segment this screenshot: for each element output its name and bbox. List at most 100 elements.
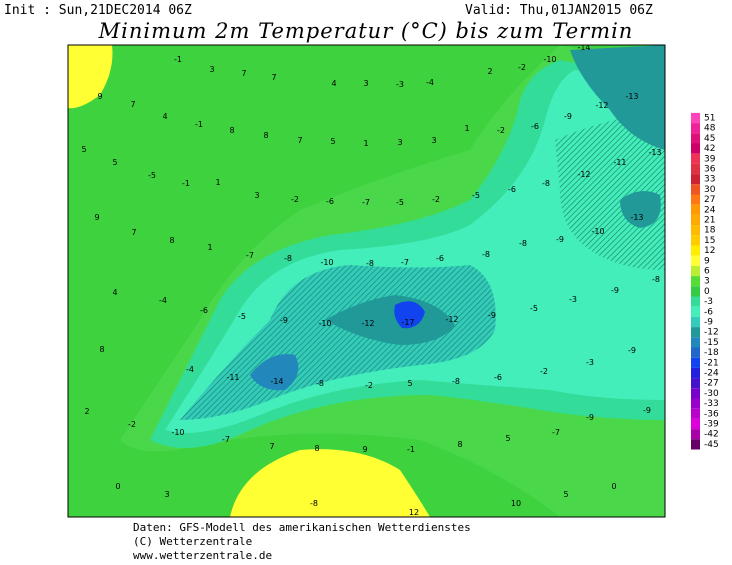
legend-swatch bbox=[691, 337, 700, 348]
legend-label: 18 bbox=[704, 226, 716, 236]
station-value: -9 bbox=[643, 406, 651, 415]
station-value: -5 bbox=[472, 191, 480, 200]
station-value: -1 bbox=[174, 55, 182, 64]
station-value: 5 bbox=[563, 490, 568, 499]
init-time: Init : Sun,21DEC2014 06Z bbox=[4, 3, 192, 18]
station-value: 3 bbox=[254, 191, 259, 200]
station-value: -6 bbox=[531, 122, 539, 131]
legend-swatch bbox=[691, 235, 700, 246]
legend-swatch bbox=[691, 112, 700, 124]
legend-label: -39 bbox=[704, 420, 719, 430]
frost-core bbox=[620, 191, 661, 228]
station-value: -12 bbox=[445, 315, 458, 324]
legend-label: 24 bbox=[704, 205, 716, 215]
station-value: -6 bbox=[200, 306, 208, 315]
footer-line: (C) Wetterzentrale bbox=[133, 535, 252, 548]
legend-label: -3 bbox=[704, 297, 713, 307]
station-value: -7 bbox=[246, 251, 254, 260]
station-value: -17 bbox=[401, 318, 414, 327]
station-value: -3 bbox=[569, 295, 577, 304]
legend-swatch bbox=[691, 194, 700, 205]
station-value: -9 bbox=[628, 346, 636, 355]
station-value: -8 bbox=[542, 179, 550, 188]
legend-swatch bbox=[691, 398, 700, 409]
legend-swatch bbox=[691, 429, 700, 440]
station-value: -6 bbox=[436, 254, 444, 263]
station-value: 1 bbox=[363, 139, 368, 148]
station-value: -6 bbox=[494, 373, 502, 382]
valid-time: Valid: Thu,01JAN2015 06Z bbox=[465, 3, 653, 18]
legend-swatch bbox=[691, 418, 700, 430]
legend-swatch bbox=[691, 255, 700, 266]
station-value: -8 bbox=[366, 259, 374, 268]
legend-label: -36 bbox=[704, 409, 719, 419]
station-value: -6 bbox=[326, 197, 334, 206]
legend-label: -12 bbox=[704, 328, 719, 338]
station-value: 8 bbox=[457, 440, 462, 449]
station-value: -2 bbox=[518, 63, 526, 72]
legend-swatch bbox=[691, 378, 700, 389]
legend-label: 27 bbox=[704, 195, 715, 205]
station-value: -8 bbox=[652, 275, 660, 284]
legend-label: -18 bbox=[704, 348, 719, 358]
legend-label: 21 bbox=[704, 216, 715, 226]
station-value: -3 bbox=[396, 80, 404, 89]
station-value: -8 bbox=[316, 379, 324, 388]
legend-swatch bbox=[691, 153, 700, 164]
station-value: -5 bbox=[238, 312, 246, 321]
station-value: -1 bbox=[407, 445, 415, 454]
legend-swatch bbox=[691, 357, 700, 368]
legend-swatch bbox=[691, 133, 700, 144]
legend-label: 30 bbox=[704, 185, 716, 195]
station-value: 12 bbox=[409, 508, 419, 517]
station-value: 3 bbox=[164, 490, 169, 499]
station-value: 8 bbox=[314, 444, 319, 453]
legend-swatch bbox=[691, 225, 700, 236]
legend-swatch bbox=[691, 439, 700, 450]
station-value: -9 bbox=[556, 235, 564, 244]
legend-swatch bbox=[691, 143, 700, 154]
legend-label: 9 bbox=[704, 256, 710, 266]
station-value: -10 bbox=[543, 55, 556, 64]
station-value: 7 bbox=[269, 442, 274, 451]
station-value: -10 bbox=[320, 258, 333, 267]
legend-swatch bbox=[691, 296, 700, 307]
station-value: 3 bbox=[363, 79, 368, 88]
station-value: -7 bbox=[552, 428, 560, 437]
station-value: -2 bbox=[291, 195, 299, 204]
station-value: 5 bbox=[112, 158, 117, 167]
station-value: -11 bbox=[226, 373, 239, 382]
station-value: -13 bbox=[648, 148, 661, 157]
footer-line: Daten: GFS-Modell des amerikanischen Wet… bbox=[133, 521, 471, 534]
station-value: -8 bbox=[310, 499, 318, 508]
station-value: -9 bbox=[564, 112, 572, 121]
legend-swatch bbox=[691, 204, 700, 215]
legend-swatch bbox=[691, 245, 700, 256]
station-value: 2 bbox=[487, 67, 492, 76]
station-value: -14 bbox=[270, 377, 283, 386]
legend-label: 45 bbox=[704, 134, 715, 144]
station-value: 3 bbox=[209, 65, 214, 74]
legend-swatch bbox=[691, 327, 700, 338]
footer-line: www.wetterzentrale.de bbox=[133, 549, 272, 562]
station-value: -7 bbox=[222, 435, 230, 444]
legend-label: -9 bbox=[704, 318, 713, 328]
station-value: -10 bbox=[591, 227, 604, 236]
legend-label: -27 bbox=[704, 379, 719, 389]
station-value: -2 bbox=[497, 126, 505, 135]
legend-label: 12 bbox=[704, 246, 715, 256]
legend-swatch bbox=[691, 316, 700, 328]
station-value: -9 bbox=[280, 316, 288, 325]
legend-label: 33 bbox=[704, 175, 715, 185]
station-value: 4 bbox=[162, 112, 167, 121]
legend-label: 15 bbox=[704, 236, 715, 246]
station-value: -9 bbox=[611, 286, 619, 295]
legend-label: 6 bbox=[704, 267, 710, 277]
station-value: -11 bbox=[613, 158, 626, 167]
station-value: -5 bbox=[148, 171, 156, 180]
legend-label: 42 bbox=[704, 144, 715, 154]
frost-core bbox=[250, 354, 299, 391]
legend-swatch bbox=[691, 276, 700, 287]
